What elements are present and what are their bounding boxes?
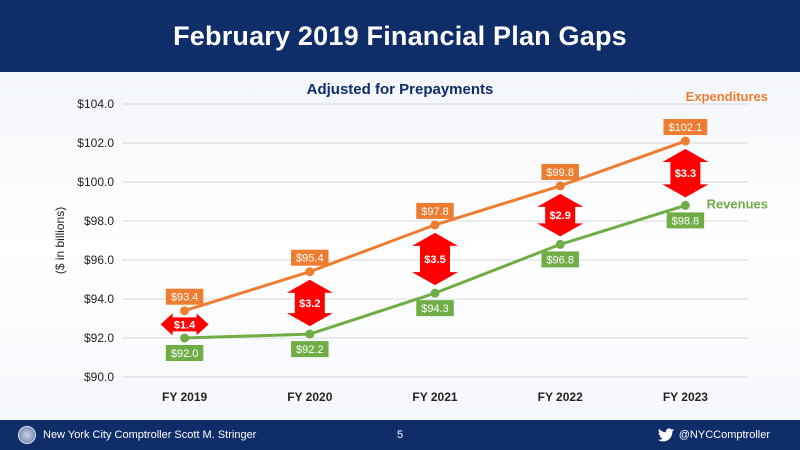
data-label-box — [291, 249, 329, 266]
y-tick-label: $96.0 — [84, 253, 114, 267]
data-label-box — [541, 251, 579, 268]
data-point — [680, 200, 690, 210]
data-point — [180, 333, 190, 343]
twitter-handle: @NYCComptroller — [678, 429, 770, 441]
data-label-box — [416, 300, 454, 317]
data-label-box — [165, 288, 204, 305]
data-label: $96.8 — [546, 254, 574, 266]
data-point — [555, 239, 565, 249]
data-label-box — [541, 163, 579, 180]
data-label-box — [165, 345, 204, 361]
page-number: 5 — [396, 429, 404, 441]
data-label: $99.8 — [546, 167, 574, 179]
legend-revenues: Revenues — [707, 196, 768, 211]
data-label-box — [663, 119, 708, 136]
y-tick-label: $100.0 — [77, 175, 114, 189]
city-seal-icon — [18, 426, 36, 444]
gap-label: $2.9 — [549, 210, 570, 222]
footer-left: New York City Comptroller Scott M. Strin… — [18, 420, 256, 450]
slide-title: February 2019 Financial Plan Gaps — [173, 20, 627, 51]
data-point — [430, 288, 440, 298]
data-label-box — [416, 202, 454, 219]
data-label: $95.4 — [296, 253, 324, 265]
footer-center: 5 — [0, 420, 800, 450]
y-tick-label: $102.0 — [77, 136, 114, 150]
data-point — [180, 306, 190, 316]
slide-header: February 2019 Financial Plan Gaps — [0, 0, 800, 72]
data-label-box — [291, 341, 329, 358]
gap-arrow — [160, 313, 209, 336]
gap-arrow — [662, 149, 709, 198]
x-category-label: FY 2022 — [538, 390, 583, 404]
footer-comptroller-text: New York City Comptroller Scott M. Strin… — [43, 429, 257, 441]
gap-arrow — [412, 232, 458, 286]
data-point — [430, 220, 440, 230]
y-tick-label: $92.0 — [84, 331, 114, 345]
data-label: $92.2 — [296, 344, 324, 356]
data-point — [305, 329, 315, 339]
data-point — [305, 267, 315, 277]
gap-label: $1.4 — [174, 319, 196, 331]
data-point — [680, 136, 690, 146]
data-label: $97.8 — [421, 206, 449, 218]
data-label: $94.3 — [421, 303, 449, 315]
gap-label: $3.3 — [675, 168, 696, 180]
y-tick-label: $104.0 — [77, 97, 114, 111]
legend-expenditures: Expenditures — [686, 89, 768, 104]
gap-arrow — [537, 193, 584, 237]
gap-arrow — [286, 279, 333, 327]
data-label-box — [666, 212, 705, 229]
x-category-label: FY 2019 — [162, 390, 207, 404]
data-point — [555, 181, 565, 191]
footer-right: @NYCComptroller — [657, 420, 770, 450]
chart-title: Adjusted for Prepayments — [307, 81, 494, 98]
gap-label: $3.2 — [299, 298, 320, 310]
y-tick-label: $90.0 — [84, 370, 114, 384]
data-label: $98.8 — [672, 215, 700, 227]
slide-footer: New York City Comptroller Scott M. Strin… — [0, 420, 800, 450]
data-label: $92.0 — [171, 348, 199, 360]
y-axis-label: ($ in billions) — [53, 207, 67, 274]
x-category-label: FY 2023 — [663, 390, 708, 404]
gap-label: $3.5 — [424, 254, 445, 266]
data-label: $93.4 — [171, 292, 199, 304]
x-category-label: FY 2021 — [412, 390, 457, 404]
financial-plan-gaps-chart: Adjusted for Prepayments $90.0 $92.0 $94.0 $… — [53, 81, 768, 404]
twitter-bird-icon — [657, 428, 674, 442]
x-category-label: FY 2020 — [287, 390, 332, 404]
data-label: $102.1 — [669, 122, 703, 134]
y-tick-label: $94.0 — [84, 292, 114, 306]
y-tick-label: $98.0 — [84, 214, 114, 228]
